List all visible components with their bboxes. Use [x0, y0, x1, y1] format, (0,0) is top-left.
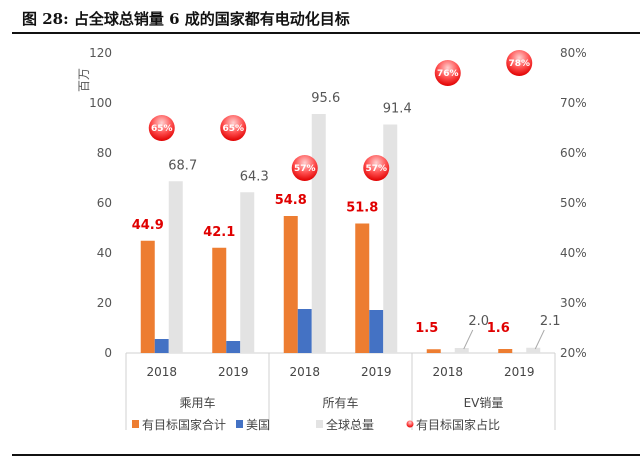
bar-us [154, 339, 169, 353]
data-label-target-total: 54.8 [275, 193, 307, 208]
data-label-global: 68.7 [168, 158, 197, 173]
share-marker-label: 65% [151, 124, 173, 134]
leader-line [463, 329, 474, 350]
data-label-global: 95.6 [311, 91, 340, 106]
bar-target-total [355, 223, 370, 353]
bar-global [240, 192, 255, 353]
bar-global [168, 181, 183, 353]
bar-global [311, 114, 326, 353]
data-label-target-total: 1.6 [487, 321, 510, 336]
x-group-label: 所有车 [322, 395, 358, 410]
share-marker [291, 155, 318, 181]
data-label-target-total: 42.1 [203, 225, 235, 240]
x-tick-label: 2019 [504, 365, 535, 379]
bar-target-total [498, 349, 513, 353]
legend-swatch [316, 420, 323, 428]
data-label-target-total: 51.8 [346, 201, 378, 216]
y2-tick-label: 30% [560, 296, 587, 310]
y-tick-label: 40 [97, 246, 112, 260]
chart-title: 图 28: 占全球总销量 6 成的国家都有电动化目标 [22, 10, 350, 28]
leader-line [534, 329, 545, 350]
bar-us [369, 310, 384, 353]
legend-label: 有目标国家占比 [416, 417, 500, 432]
share-marker [506, 50, 533, 76]
bar-us [226, 341, 241, 353]
legend-label: 全球总量 [326, 417, 374, 432]
bar-us [297, 309, 312, 353]
share-marker [148, 115, 175, 141]
x-tick-label: 2018 [289, 365, 320, 379]
x-group-label: EV销量 [464, 396, 504, 410]
y-axis-label: 百万 [77, 68, 91, 92]
share-marker-label: 76% [437, 69, 459, 79]
share-marker [363, 155, 390, 181]
bar-global [526, 347, 541, 353]
title-divider [12, 32, 640, 34]
legend-label: 美国 [246, 418, 270, 432]
data-label-global: 64.3 [240, 169, 269, 184]
y2-tick-label: 20% [560, 346, 587, 360]
y2-tick-label: 40% [560, 246, 587, 260]
y2-tick-label: 80% [560, 46, 587, 60]
y-tick-label: 20 [97, 296, 112, 310]
share-marker-label: 57% [365, 164, 387, 174]
bottom-divider [12, 454, 640, 456]
y-tick-label: 0 [104, 346, 112, 360]
x-group-label: 乘用车 [179, 395, 215, 410]
bar-target-total [212, 247, 227, 353]
bar-global [383, 124, 398, 353]
share-marker [220, 115, 247, 141]
y-tick-label: 80 [97, 146, 112, 160]
x-tick-label: 2019 [361, 365, 392, 379]
data-label-target-total: 1.5 [415, 321, 438, 336]
x-tick-label: 2019 [218, 365, 249, 379]
share-marker [434, 60, 461, 86]
bar-global [454, 348, 469, 353]
legend-swatch [236, 420, 243, 428]
bar-target-total [426, 349, 441, 353]
data-label-global: 91.4 [383, 102, 412, 117]
bar-target-total [140, 240, 155, 353]
legend-label: 有目标国家合计 [142, 417, 226, 432]
y2-tick-label: 60% [560, 146, 587, 160]
y-tick-label: 60 [97, 196, 112, 210]
y2-tick-label: 50% [560, 196, 587, 210]
data-label-global: 2.1 [540, 314, 561, 329]
x-tick-label: 2018 [146, 365, 177, 379]
y-tick-label: 100 [89, 96, 112, 110]
data-label-global: 2.0 [468, 314, 489, 329]
legend-swatch [132, 420, 139, 428]
share-marker-label: 57% [294, 164, 316, 174]
x-tick-label: 2018 [432, 365, 463, 379]
data-label-target-total: 44.9 [132, 218, 164, 233]
y-tick-label: 120 [89, 46, 112, 60]
share-marker-label: 78% [508, 59, 530, 69]
share-marker-label: 65% [222, 124, 244, 134]
y2-tick-label: 70% [560, 96, 587, 110]
legend-swatch [406, 420, 414, 428]
bar-target-total [283, 216, 298, 353]
